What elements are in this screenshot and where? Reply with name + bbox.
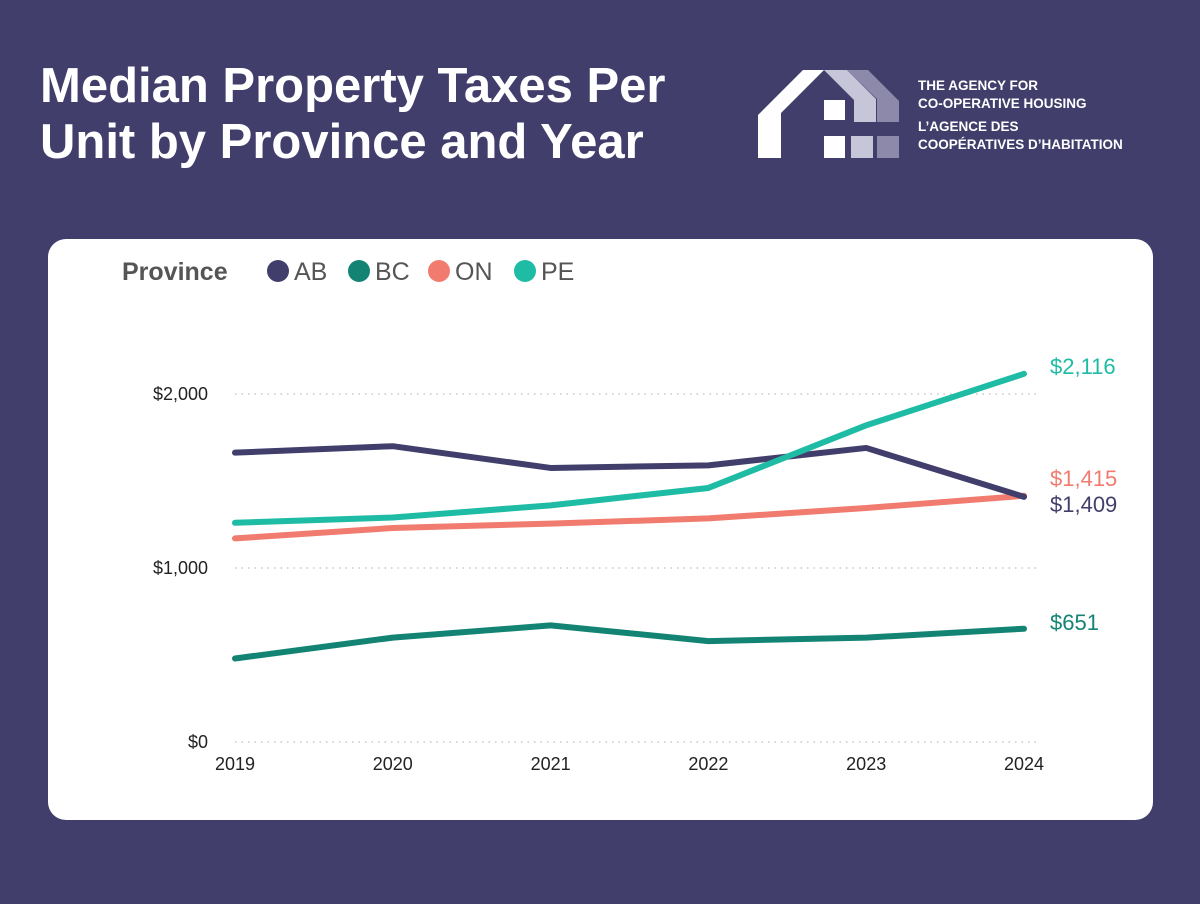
y-tick-label: $1,000 (153, 558, 208, 578)
house-logo-icon (758, 70, 899, 158)
end-labels: $1,409 $651 $1,415 $2,116 (1050, 354, 1117, 635)
organization-name: THE AGENCY FOR CO-OPERATIVE HOUSING L’AG… (918, 77, 1123, 154)
y-tick-label: $0 (188, 732, 208, 752)
x-tick-label: 2023 (846, 754, 886, 774)
x-tick-label: 2022 (688, 754, 728, 774)
end-label-ab: $1,409 (1050, 492, 1117, 517)
x-axis: 2019 2020 2021 2022 2023 2024 (215, 754, 1044, 774)
title-line-2: Unit by Province and Year (40, 115, 644, 169)
end-label-on: $1,415 (1050, 466, 1117, 491)
org-name-fr-1: L’AGENCE DES (918, 119, 1019, 134)
title-line-1: Median Property Taxes Per (40, 59, 666, 113)
chart-card: Province AB BC ON PE $0 $1,000 $2,000 2019 202… (48, 239, 1153, 820)
x-tick-label: 2021 (531, 754, 571, 774)
series-lines (232, 370, 1027, 662)
legend-marker-pe (514, 260, 536, 282)
legend-label-ab: AB (294, 258, 327, 286)
x-tick-label: 2019 (215, 754, 255, 774)
y-axis: $0 $1,000 $2,000 (153, 384, 208, 752)
legend-marker-on (428, 260, 450, 282)
line-chart: Province AB BC ON PE $0 $1,000 $2,000 2019 202… (122, 258, 1117, 774)
legend-label-on: ON (455, 258, 493, 286)
chart-title: Median Property Taxes Per Unit by Provin… (40, 58, 740, 170)
legend: Province AB BC ON PE (122, 258, 574, 286)
org-name-fr-2: COOPÉRATIVES D’HABITATION (918, 137, 1123, 152)
series-line-ab (232, 443, 1027, 500)
end-label-bc: $651 (1050, 610, 1099, 635)
legend-marker-ab (267, 260, 289, 282)
x-tick-label: 2020 (373, 754, 413, 774)
series-line-on (232, 492, 1027, 542)
org-name-en-2: CO-OPERATIVE HOUSING (918, 96, 1087, 111)
legend-marker-bc (348, 260, 370, 282)
org-name-en-1: THE AGENCY FOR (918, 78, 1039, 93)
legend-label-pe: PE (541, 258, 574, 286)
y-tick-label: $2,000 (153, 384, 208, 404)
end-label-pe: $2,116 (1050, 354, 1116, 379)
x-tick-label: 2024 (1004, 754, 1044, 774)
series-line-bc (232, 622, 1027, 662)
series-line-pe (232, 370, 1027, 526)
legend-title: Province (122, 258, 228, 286)
legend-label-bc: BC (375, 258, 410, 286)
